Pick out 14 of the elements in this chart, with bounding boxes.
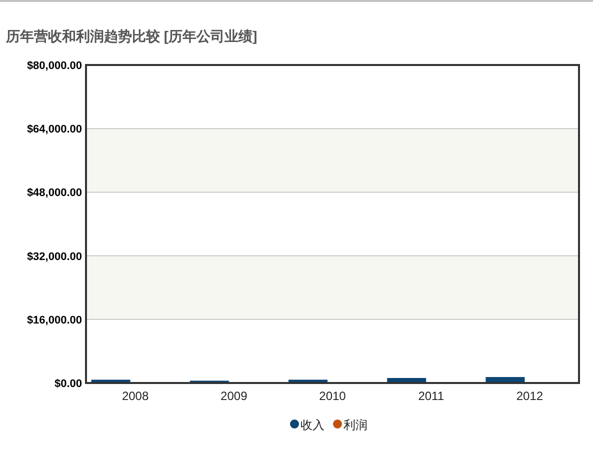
x-tick-label: 2011 <box>418 389 444 403</box>
y-tick-label: $16,000.00 <box>26 314 82 326</box>
y-tick-label: $64,000.00 <box>26 124 82 136</box>
y-tick-label: $48,000.00 <box>26 187 82 200</box>
x-tick-label: 2012 <box>516 389 544 403</box>
x-tick-label: 2008 <box>122 389 149 403</box>
x-tick-label: 2009 <box>220 389 248 403</box>
legend-label: 利润 <box>344 418 368 432</box>
y-tick-label: $0.00 <box>54 378 82 390</box>
chart-title: 历年营收和利润趋势比较 [历年公司业绩] <box>5 28 258 44</box>
legend-label: 收入 <box>300 418 324 432</box>
x-tick-label: 2010 <box>319 389 346 403</box>
y-tick-label: $32,000.00 <box>26 250 82 263</box>
y-tick-label: $80,000.00 <box>26 60 82 72</box>
